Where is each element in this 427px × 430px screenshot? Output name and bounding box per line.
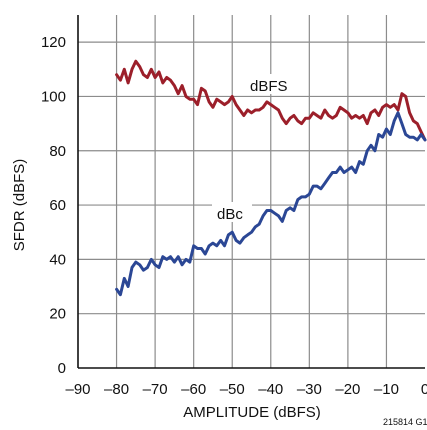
series-line-dbfs: [115, 59, 427, 142]
data-series: [115, 59, 427, 297]
tick-labels: –90 –80 –70 –60 –50 –40 –30 –20 –10 0 0 20 40 60 80 100…: [41, 34, 427, 398]
figure-id: 215814 G1: [383, 417, 427, 427]
y-tick-label: 0: [58, 360, 66, 377]
x-tick-label: –20: [335, 381, 360, 398]
y-tick-label: 60: [49, 197, 66, 214]
series-line-dbc: [115, 111, 427, 297]
x-tick-label: –10: [374, 381, 399, 398]
y-tick-label: 100: [41, 88, 66, 105]
x-axis-title: AMPLITUDE (dBFS): [183, 404, 321, 421]
dbfs-series-label: dBFS: [250, 78, 288, 95]
x-tick-label: –30: [297, 381, 322, 398]
y-tick-label: 80: [49, 143, 66, 160]
series-labels: dBFS dBc: [212, 74, 293, 223]
y-tick-label: 120: [41, 34, 66, 51]
x-tick-label: –70: [143, 381, 168, 398]
x-tick-label: 0: [421, 381, 427, 398]
dbc-label-bg: [212, 202, 252, 222]
grid-lines: [78, 15, 425, 368]
y-tick-label: 20: [49, 306, 66, 323]
x-tick-label: –80: [104, 381, 129, 398]
plot-axes: [77, 15, 425, 369]
dbc-series-label: dBc: [217, 206, 243, 223]
x-tick-label: –40: [258, 381, 283, 398]
y-axis-title: SFDR (dBFS): [11, 159, 28, 252]
x-tick-label: –60: [181, 381, 206, 398]
x-tick-label: –50: [220, 381, 245, 398]
dbfs-label-bg: [243, 74, 293, 94]
x-tick-label: –90: [65, 381, 90, 398]
y-tick-label: 40: [49, 251, 66, 268]
